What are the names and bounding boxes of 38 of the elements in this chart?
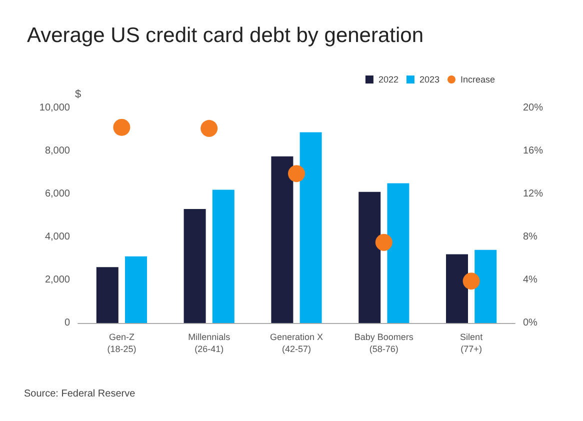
point: [462, 272, 480, 290]
bar: [212, 190, 234, 323]
bar: [271, 156, 294, 323]
bar: [358, 192, 381, 323]
y2-tick-label: 8%: [523, 232, 538, 242]
y-tick-label: 8,000: [44, 146, 70, 156]
bar: [446, 254, 468, 323]
x-tick-label: Baby Boomers (58-76): [354, 332, 414, 354]
bar: [96, 267, 118, 323]
point: [200, 120, 218, 137]
legend-label: Increase: [460, 74, 496, 84]
bar: [125, 256, 147, 323]
point: [288, 165, 305, 182]
y-tick-label: 10,000: [39, 102, 70, 114]
y2-tick-label: 12%: [523, 188, 544, 200]
bar: [474, 250, 497, 323]
point: [113, 118, 130, 136]
y2-tick-label: 16%: [523, 146, 544, 156]
bar: [387, 183, 410, 323]
chart-title: Average US credit card debt by generation: [27, 24, 424, 47]
y2-tick-label: 0%: [523, 318, 538, 328]
x-tick-label: Generation X (42-57): [270, 332, 324, 354]
bar: [184, 209, 206, 323]
y2-tick-label: 4%: [523, 274, 538, 286]
x-tick-label: Millennials (26-41): [188, 332, 231, 354]
point: [375, 234, 392, 251]
legend-label: 2022: [378, 74, 398, 84]
source-note: Source: Federal Reserve: [24, 388, 136, 400]
y2-tick-label: 20%: [523, 102, 544, 114]
legend-label: 2023: [419, 74, 440, 84]
y-tick-label: 2,000: [44, 274, 70, 286]
x-tick-label: Gen-Z (18-25): [107, 332, 136, 354]
bar: [300, 132, 322, 323]
y-axis-title: $: [74, 88, 82, 100]
y-tick-label: 4,000: [44, 232, 70, 242]
y-tick-label: 6,000: [44, 188, 70, 200]
y-tick-label: 0: [64, 318, 70, 328]
x-tick-label: Silent (77+): [460, 332, 484, 354]
